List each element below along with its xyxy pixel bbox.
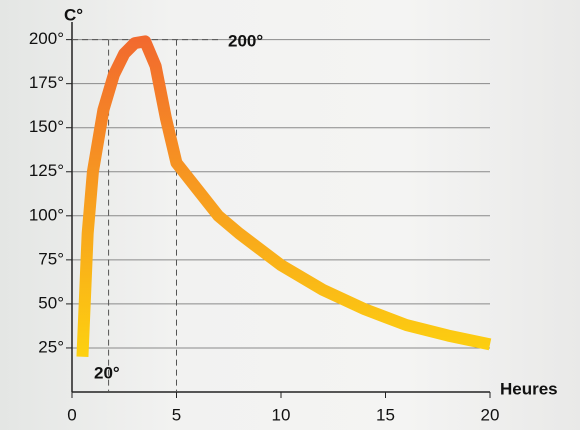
y-axis-label: C°: [64, 5, 83, 24]
x-tick-label: 20: [481, 405, 500, 424]
y-tick-label: 150°: [29, 117, 64, 136]
y-tick-label: 125°: [29, 161, 64, 180]
temperature-line: [76, 35, 492, 358]
x-axis-label: Heures: [500, 379, 558, 398]
y-tick-label: 100°: [29, 205, 64, 224]
y-tick-label: 50°: [38, 293, 64, 312]
annotation: 20°: [94, 363, 120, 382]
x-tick-label: 10: [272, 405, 291, 424]
y-tick-label: 200°: [29, 29, 64, 48]
y-tick-label: 75°: [38, 249, 64, 268]
x-tick-label: 0: [67, 405, 76, 424]
y-tick-label: 25°: [38, 337, 64, 356]
x-tick-label: 15: [376, 405, 395, 424]
y-tick-label: 175°: [29, 73, 64, 92]
annotation: 200°: [228, 31, 263, 50]
x-tick-label: 5: [172, 405, 181, 424]
